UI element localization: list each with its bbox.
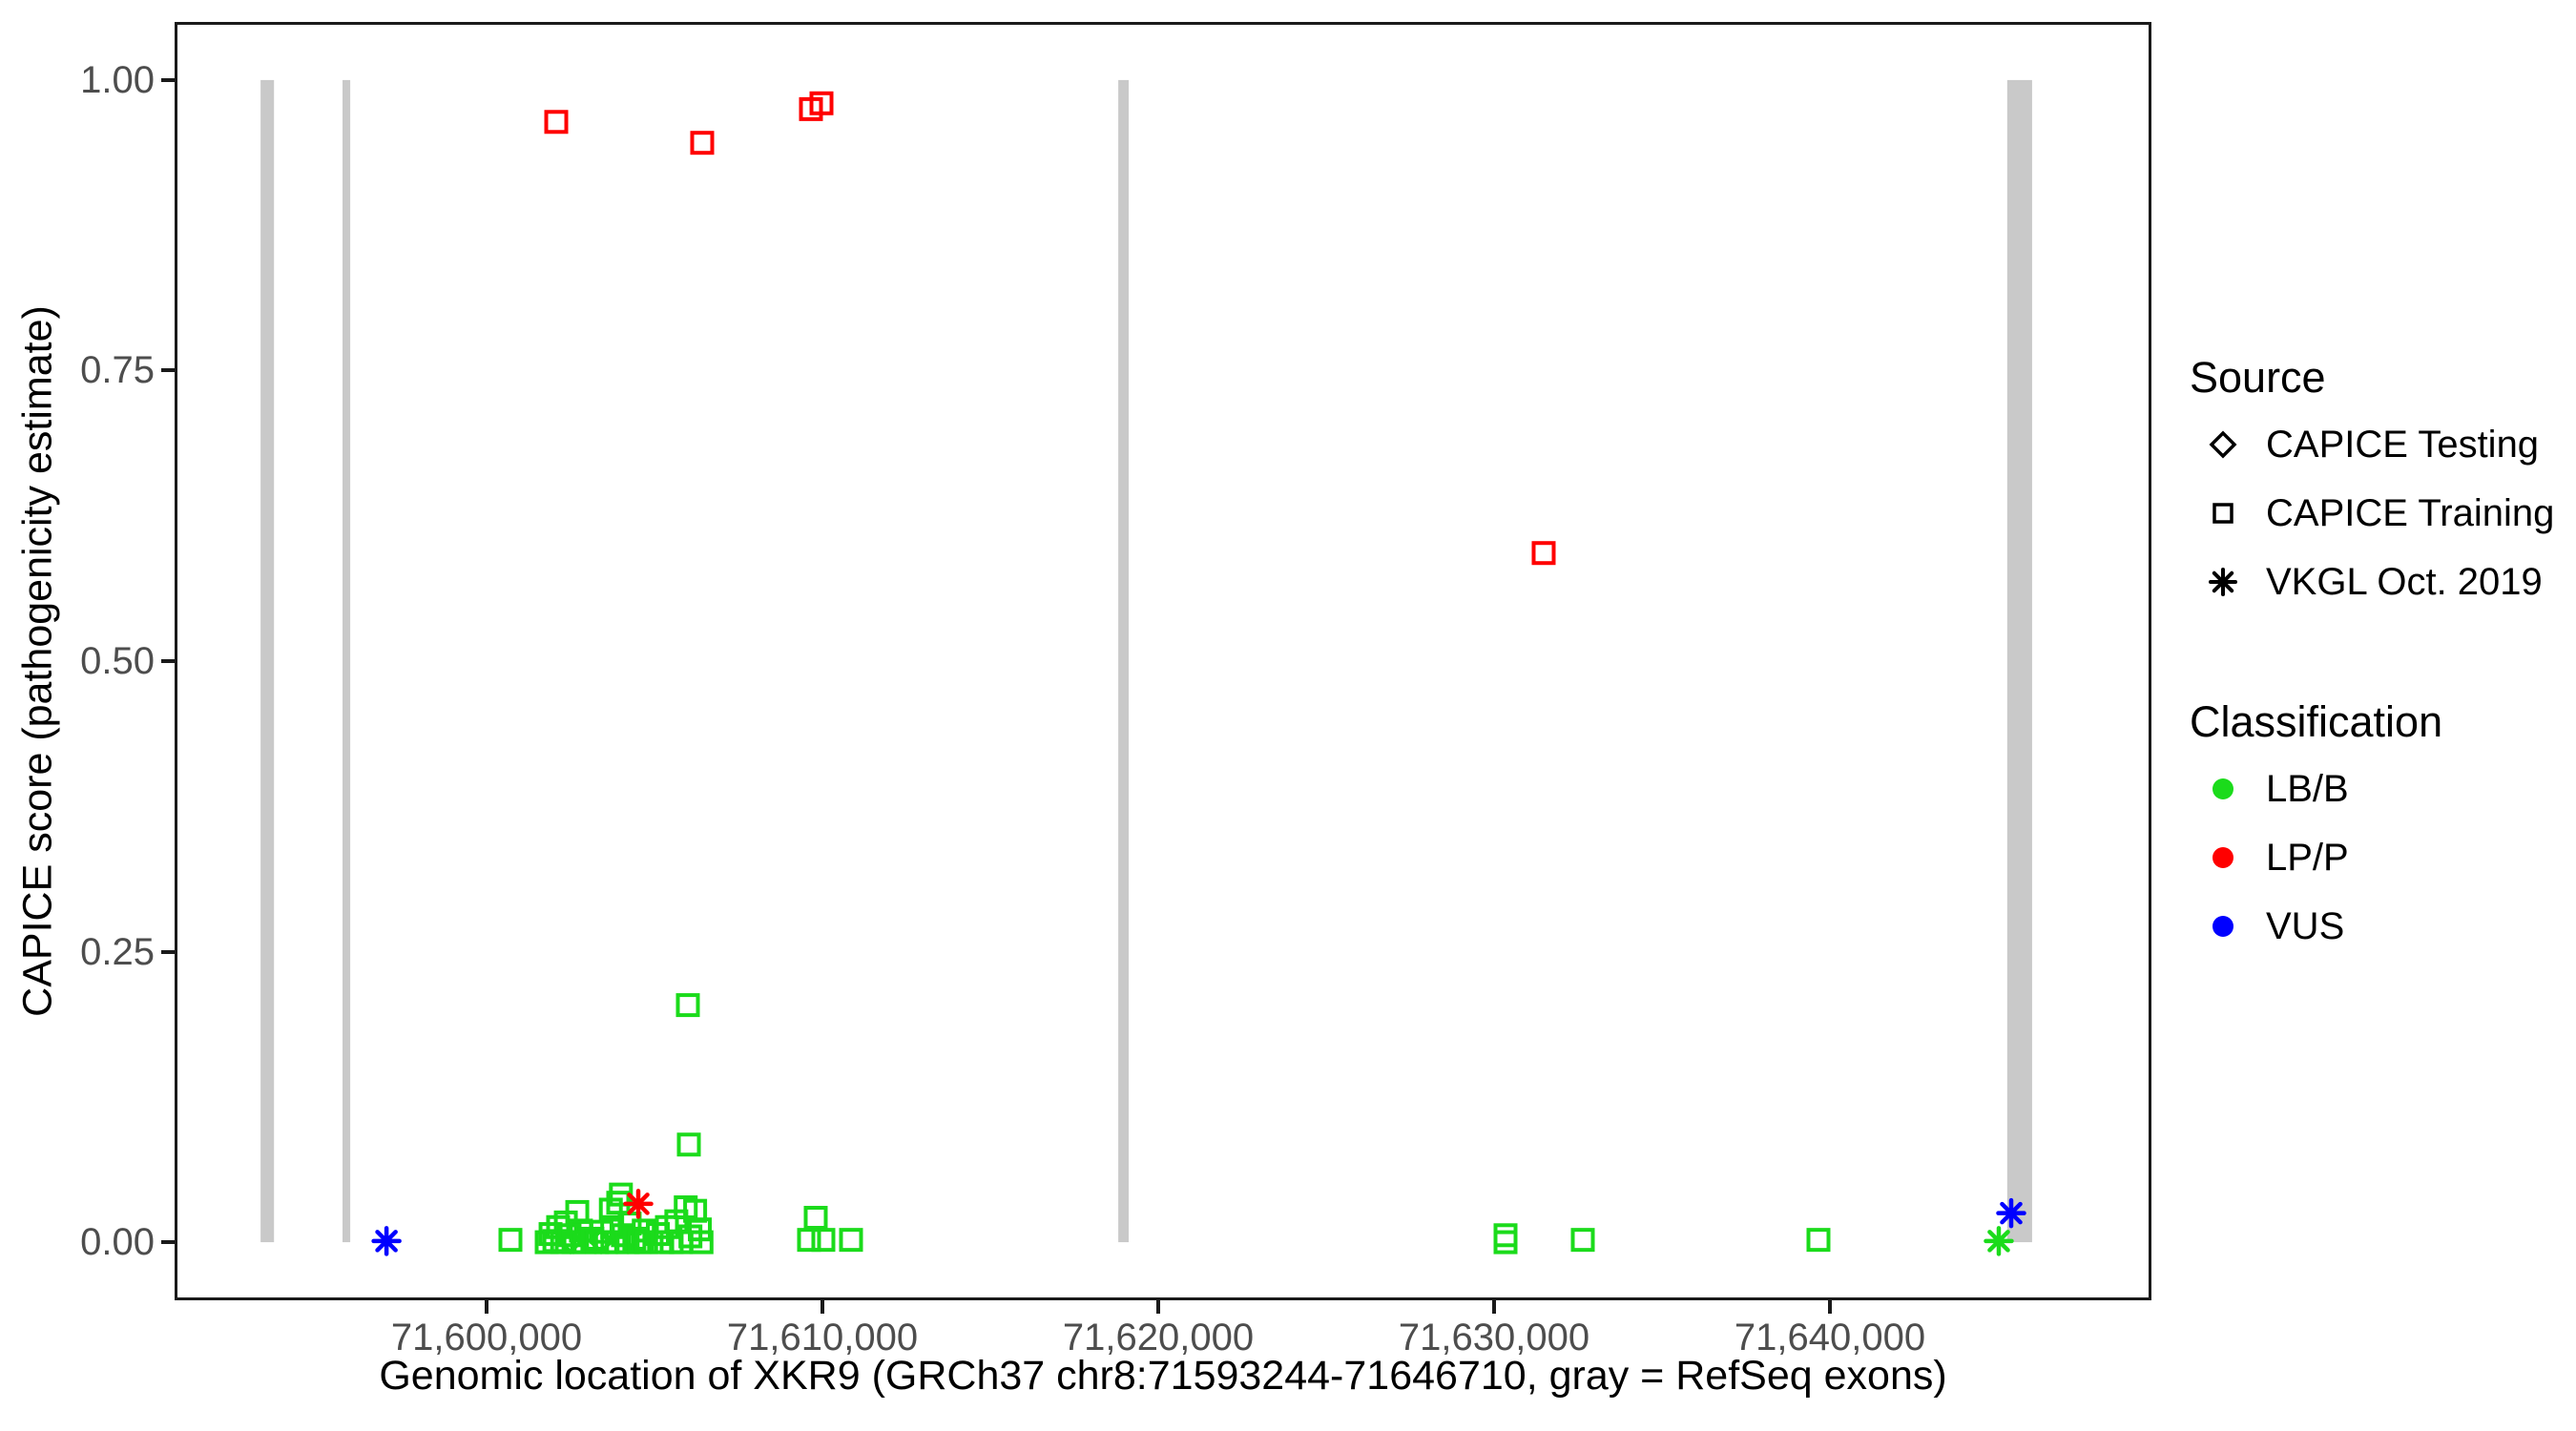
point-lb-b-capice-training [1806,1228,1831,1253]
y-tick-label: 1.00 [80,58,155,101]
legend-source-group: Source CAPICE Testing CAPICE Training VKGL… [2190,353,2571,616]
y-tick-label: 0.00 [80,1221,155,1264]
refseq-exon-bar [342,79,351,1243]
x-tick-label: 71,640,000 [1734,1317,1926,1358]
x-tick-label: 71,600,000 [390,1317,583,1358]
point-lp-p-capice-training [544,110,569,135]
legend-source-items: CAPICE Testing CAPICE Training VKGL Oct. 2… [2190,410,2571,616]
point-lp-p-capice-training [1531,541,1556,566]
point-lb-b-capice-training [1493,1223,1518,1248]
point-lp-p-capice-training [690,131,715,156]
legend-label: VUS [2266,904,2345,947]
legend-symbol [2190,555,2256,609]
legend-classification-items: LB/B LP/P VUS [2190,755,2571,961]
refseq-exon-bar [2006,79,2032,1243]
legend: Source CAPICE Testing CAPICE Training VKGL… [2190,353,2571,961]
scatter-plot [260,79,2032,1256]
legend-item-classification-lb-b: LB/B [2190,755,2571,823]
dot-icon [2212,778,2233,799]
point-lb-b-capice-testing [587,1227,615,1255]
point-lb-b-capice-training [811,1228,836,1253]
dot-icon [2212,916,2233,937]
point-lp-p-capice-training [809,91,834,115]
legend-classification-group: Classification LB/B LP/P VUS [2190,697,2571,961]
y-tick-mark [161,77,175,82]
x-tick-label: 71,610,000 [726,1317,919,1358]
legend-classification-title: Classification [2190,697,2443,746]
y-tick-mark [161,1240,175,1245]
point-lp-p-vkgl-oct-2019 [623,1189,654,1219]
legend-symbol [2190,487,2256,540]
point-vus-vkgl-oct-2019 [371,1226,402,1256]
point-lb-b-capice-testing [556,1227,585,1255]
x-tick-mark [1156,1300,1160,1314]
point-lb-b-capice-training [688,1217,713,1242]
legend-item-source-vkgl-oct-2019: VKGL Oct. 2019 [2190,548,2571,616]
y-tick-mark [161,949,175,954]
plot-panel [175,22,2151,1300]
x-tick-label: 71,630,000 [1398,1317,1590,1358]
point-lb-b-capice-training [803,1206,828,1231]
dot-icon [2212,847,2233,868]
point-lb-b-capice-training [498,1228,523,1253]
point-lb-b-vkgl-oct-2019 [1984,1226,2014,1256]
x-tick-label: 71,620,000 [1062,1317,1255,1358]
legend-label: LP/P [2266,836,2349,879]
legend-symbol [2190,831,2256,884]
square-icon [2212,503,2233,524]
x-tick-mark [821,1300,824,1314]
refseq-exon-bar [260,79,275,1243]
legend-symbol [2190,762,2256,816]
legend-label: LB/B [2266,767,2349,810]
point-lb-b-capice-training [797,1228,821,1253]
point-lb-b-capice-training [675,993,700,1018]
y-tick-label: 0.75 [80,349,155,392]
x-tick-mark [1491,1300,1496,1314]
point-lb-b-capice-training [839,1228,863,1253]
legend-symbol [2190,418,2256,471]
refseq-exon-bar [1118,79,1130,1243]
legend-source-title: Source [2190,353,2326,402]
point-lb-b-capice-training [689,1230,714,1255]
legend-item-classification-lp-p: LP/P [2190,823,2571,892]
y-tick-mark [161,659,175,663]
legend-item-source-capice-training: CAPICE Training [2190,479,2571,548]
legend-item-source-capice-testing: CAPICE Testing [2190,410,2571,479]
legend-symbol [2190,900,2256,953]
legend-label: VKGL Oct. 2019 [2266,560,2543,603]
diamond-icon [2209,430,2237,459]
point-vus-vkgl-oct-2019 [1996,1197,2026,1229]
point-lb-b-capice-training [1570,1228,1595,1253]
asterisk-icon [2209,568,2237,596]
legend-gap [2190,616,2571,697]
legend-item-classification-vus: VUS [2190,892,2571,961]
y-tick-label: 0.25 [80,930,155,973]
legend-label: CAPICE Training [2266,491,2555,534]
point-lb-b-capice-training [1493,1230,1518,1255]
y-tick-label: 0.50 [80,640,155,682]
point-lb-b-capice-training [676,1132,701,1157]
legend-label: CAPICE Testing [2266,423,2540,466]
x-axis-title: Genomic location of XKR9 (GRCh37 chr8:71… [379,1353,1947,1399]
x-tick-mark [485,1300,488,1314]
y-tick-mark [161,368,175,373]
x-tick-mark [1827,1300,1832,1314]
